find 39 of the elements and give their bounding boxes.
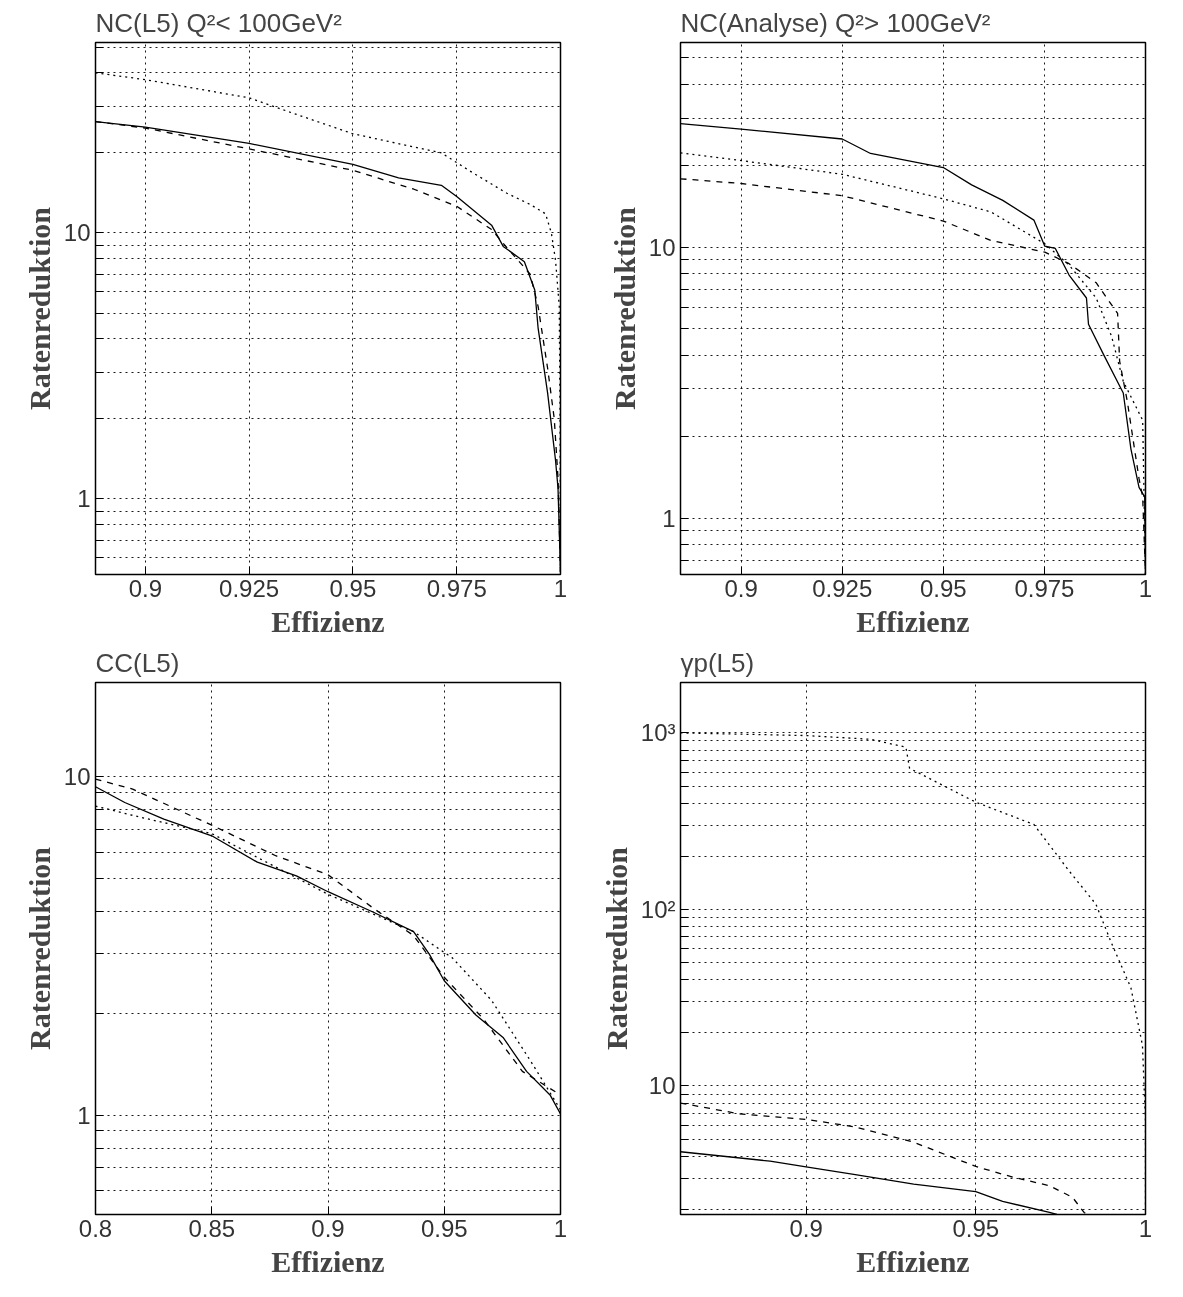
x-tick-label: 0.925 <box>812 574 873 602</box>
y-tick-label: 1 <box>662 504 676 532</box>
x-tick-label: 1 <box>553 1214 568 1242</box>
x-axis-title: Effizienz <box>856 1244 970 1278</box>
y-tick-label: 1 <box>77 1101 91 1129</box>
x-tick-label: 1 <box>553 574 568 602</box>
x-tick-label: 1 <box>1138 1214 1153 1242</box>
x-tick-label: 0.95 <box>919 574 967 602</box>
chart-title: γp(L5) <box>680 647 755 678</box>
x-tick-label: 0.9 <box>311 1214 345 1242</box>
x-tick-label: 0.9 <box>789 1214 823 1242</box>
y-tick-label: 10 <box>63 763 91 791</box>
y-axis-title: Ratenreduktion <box>607 206 641 410</box>
x-axis-title: Effizienz <box>271 604 385 638</box>
y-tick-label: 10 <box>648 1072 676 1100</box>
x-tick-label: 0.95 <box>329 574 377 602</box>
chart-title: CC(L5) <box>95 647 180 678</box>
x-tick-label: 0.975 <box>426 574 487 602</box>
chart-title: NC(Analyse) Q²> 100GeV² <box>680 7 991 38</box>
x-tick-label: 0.95 <box>952 1214 1000 1242</box>
y-tick-label: 10³ <box>640 719 676 747</box>
x-tick-label: 0.975 <box>1014 574 1075 602</box>
y-tick-label: 10² <box>640 895 676 923</box>
x-tick-label: 1 <box>1138 574 1153 602</box>
x-tick-label: 0.925 <box>219 574 280 602</box>
x-axis-title: Effizienz <box>271 1244 385 1278</box>
x-tick-label: 0.95 <box>420 1214 468 1242</box>
x-tick-label: 0.9 <box>128 574 163 602</box>
x-tick-label: 0.8 <box>78 1214 113 1242</box>
y-tick-label: 10 <box>63 219 91 247</box>
chart-title: NC(L5) Q²< 100GeV² <box>95 7 343 38</box>
x-axis-title: Effizienz <box>856 604 970 638</box>
y-axis-title: Ratenreduktion <box>22 206 56 410</box>
y-axis-title: Ratenreduktion <box>599 846 633 1050</box>
y-tick-label: 10 <box>648 233 676 261</box>
x-tick-label: 0.85 <box>188 1214 236 1242</box>
y-tick-label: 1 <box>77 485 91 513</box>
x-tick-label: 0.9 <box>724 574 758 602</box>
y-axis-title: Ratenreduktion <box>22 846 56 1050</box>
